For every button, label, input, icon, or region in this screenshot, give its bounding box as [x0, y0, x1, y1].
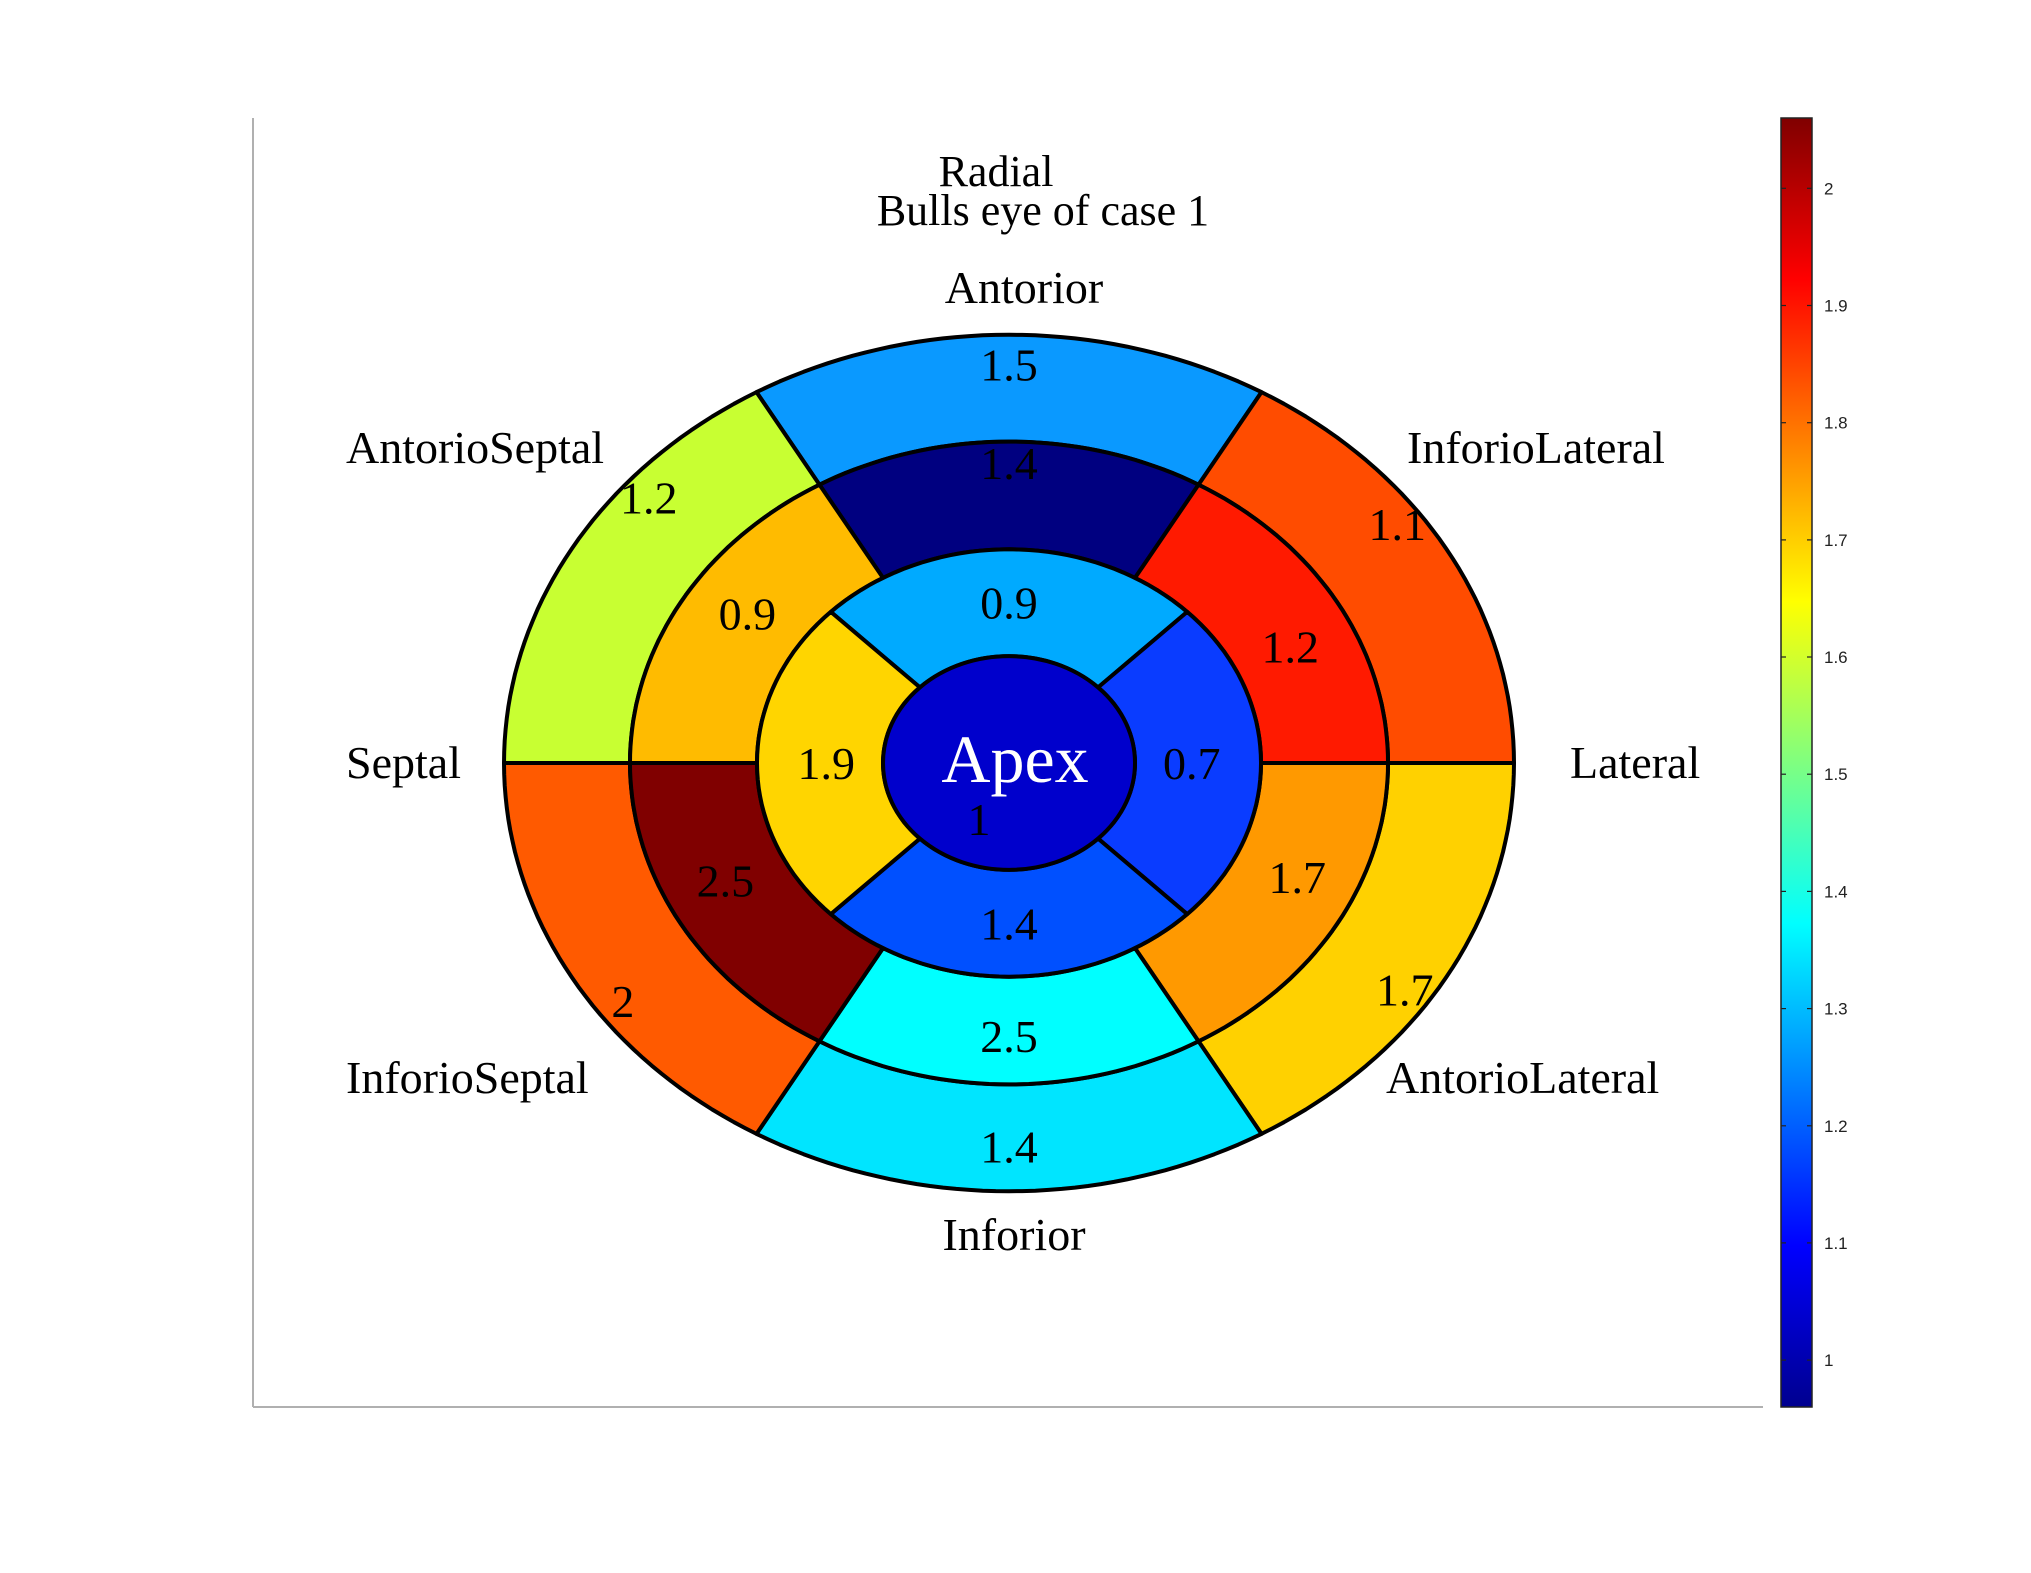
colorbar-tick-label: 2: [1824, 179, 1833, 198]
colorbar-tick-label: 1.9: [1824, 297, 1848, 316]
bullseye-segments: [502, 332, 1516, 1194]
chart-title-line-2: Bulls eye of case 1: [877, 186, 1209, 235]
direction-label-left: Septal: [346, 737, 461, 788]
bullseye-value-labels: 1.5 1.1 1.7 1.4 2 1.2 1.4 1.2 1.7 2.5 2.5 0.9 0.9 0.7…: [611, 340, 1433, 1173]
value-label-mid-bottom: 2.5: [980, 1011, 1038, 1062]
value-label-mid-top: 1.4: [980, 438, 1038, 489]
chart-title-line-1: Radial: [939, 147, 1054, 196]
value-label-apical-right: 0.7: [1163, 738, 1221, 789]
direction-label-bottom-right: AntorioLateral: [1386, 1052, 1659, 1103]
colorbar-tick-label: 1.5: [1824, 765, 1848, 784]
value-label-apical-bottom: 1.4: [980, 898, 1038, 949]
value-label-basal-top-right: 1.1: [1368, 499, 1426, 550]
colorbar-tick-label: 1.4: [1824, 882, 1848, 901]
colorbar: [1780, 117, 1813, 1408]
colorbar-tick-label: 1.6: [1824, 648, 1848, 667]
direction-label-right: Lateral: [1570, 737, 1700, 788]
colorbar-tick-label: 1.3: [1824, 1000, 1848, 1019]
value-label-mid-top-left: 0.9: [719, 588, 777, 639]
colorbar-tick-label: 1.1: [1824, 1234, 1848, 1253]
direction-label-top: Antorior: [945, 262, 1103, 313]
direction-label-top-right: InforioLateral: [1407, 422, 1665, 473]
direction-label-bottom: Inforior: [942, 1209, 1085, 1260]
direction-label-bottom-left: InforioSeptal: [346, 1052, 589, 1103]
value-label-basal-bottom-right: 1.7: [1376, 964, 1434, 1015]
colorbar-tick-label: 1: [1824, 1351, 1833, 1370]
value-label-basal-top-left: 1.2: [620, 473, 678, 524]
segment-apex: [881, 654, 1137, 872]
colorbar-ticks: 1 1.1 1.2 1.3 1.4 1.5 1.6 1.7 1.8 1.9 2: [1781, 179, 1848, 1370]
value-label-basal-top: 1.5: [980, 340, 1038, 391]
apex-label: Apex: [941, 721, 1088, 797]
direction-label-top-left: AntorioSeptal: [346, 422, 604, 473]
colorbar-tick-label: 1.8: [1824, 414, 1848, 433]
value-label-basal-bottom: 1.4: [980, 1121, 1038, 1172]
value-label-apical-left: 1.9: [798, 738, 856, 789]
value-label-apical-top: 0.9: [980, 578, 1038, 629]
value-label-mid-bottom-right: 1.7: [1268, 852, 1326, 903]
colorbar-tick-label: 1.2: [1824, 1117, 1848, 1136]
value-label-mid-top-right: 1.2: [1262, 622, 1320, 673]
value-label-apex-center: 1: [968, 794, 991, 845]
value-label-mid-bottom-left: 2.5: [697, 855, 755, 906]
colorbar-tick-label: 1.7: [1824, 531, 1848, 550]
value-label-basal-bottom-left: 2: [611, 976, 634, 1027]
